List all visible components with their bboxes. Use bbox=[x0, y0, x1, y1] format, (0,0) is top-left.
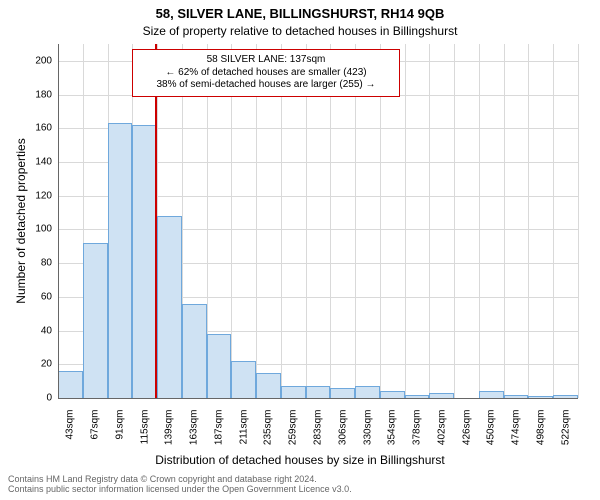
y-axis bbox=[58, 44, 59, 398]
histogram-bar bbox=[207, 334, 232, 398]
gridline-v bbox=[578, 44, 579, 398]
footer-line-2: Contains public sector information licen… bbox=[8, 484, 352, 494]
y-tick-label: 180 bbox=[22, 89, 52, 100]
gridline-v bbox=[330, 44, 331, 398]
y-tick-label: 100 bbox=[22, 224, 52, 235]
x-tick-label: 378sqm bbox=[412, 410, 423, 458]
histogram-bar bbox=[330, 388, 355, 398]
x-tick-label: 43sqm bbox=[65, 410, 76, 458]
histogram-bar bbox=[231, 361, 256, 398]
histogram-bar bbox=[157, 216, 182, 398]
y-tick-label: 200 bbox=[22, 55, 52, 66]
footer-line-1: Contains HM Land Registry data © Crown c… bbox=[8, 474, 352, 484]
x-axis bbox=[58, 398, 578, 399]
footer-attribution: Contains HM Land Registry data © Crown c… bbox=[8, 474, 352, 494]
y-tick-label: 160 bbox=[22, 123, 52, 134]
property-marker-line bbox=[155, 44, 157, 398]
y-tick-label: 120 bbox=[22, 190, 52, 201]
x-tick-label: 522sqm bbox=[560, 410, 571, 458]
y-tick-label: 40 bbox=[22, 325, 52, 336]
x-tick-label: 426sqm bbox=[461, 410, 472, 458]
x-tick-label: 163sqm bbox=[189, 410, 200, 458]
y-tick-label: 0 bbox=[22, 393, 52, 404]
y-tick-label: 20 bbox=[22, 359, 52, 370]
x-tick-label: 115sqm bbox=[139, 410, 150, 458]
x-tick-label: 450sqm bbox=[486, 410, 497, 458]
histogram-bar bbox=[380, 391, 405, 398]
property-callout: 58 SILVER LANE: 137sqm← 62% of detached … bbox=[132, 49, 400, 97]
gridline-v bbox=[355, 44, 356, 398]
gridline-v bbox=[306, 44, 307, 398]
gridline-v bbox=[405, 44, 406, 398]
chart-title: 58, SILVER LANE, BILLINGSHURST, RH14 9QB bbox=[0, 6, 600, 21]
histogram-bar bbox=[108, 123, 133, 398]
x-tick-label: 498sqm bbox=[535, 410, 546, 458]
y-tick-label: 140 bbox=[22, 157, 52, 168]
gridline-v bbox=[429, 44, 430, 398]
x-tick-label: 402sqm bbox=[436, 410, 447, 458]
x-tick-label: 187sqm bbox=[213, 410, 224, 458]
gridline-v bbox=[380, 44, 381, 398]
x-tick-label: 330sqm bbox=[362, 410, 373, 458]
histogram-bar bbox=[83, 243, 108, 398]
x-tick-label: 235sqm bbox=[263, 410, 274, 458]
chart-subtitle: Size of property relative to detached ho… bbox=[0, 24, 600, 38]
y-tick-label: 80 bbox=[22, 258, 52, 269]
plot-area: 02040608010012014016018020043sqm67sqm91s… bbox=[58, 44, 578, 398]
gridline-v bbox=[528, 44, 529, 398]
callout-line: ← 62% of detached houses are smaller (42… bbox=[137, 67, 395, 80]
gridline-v bbox=[553, 44, 554, 398]
histogram-bar bbox=[182, 304, 207, 398]
x-tick-label: 211sqm bbox=[238, 410, 249, 458]
gridline-v bbox=[231, 44, 232, 398]
chart-container: { "title": { "text": "58, SILVER LANE, B… bbox=[0, 0, 600, 500]
histogram-bar bbox=[132, 125, 157, 398]
gridline-v bbox=[281, 44, 282, 398]
histogram-bar bbox=[479, 391, 504, 398]
histogram-bar bbox=[256, 373, 281, 398]
x-tick-label: 67sqm bbox=[90, 410, 101, 458]
callout-line: 38% of semi-detached houses are larger (… bbox=[137, 79, 395, 92]
x-tick-label: 283sqm bbox=[313, 410, 324, 458]
gridline-v bbox=[454, 44, 455, 398]
gridline-v bbox=[504, 44, 505, 398]
histogram-bar bbox=[306, 386, 331, 398]
histogram-bar bbox=[281, 386, 306, 398]
x-tick-label: 139sqm bbox=[164, 410, 175, 458]
x-tick-label: 354sqm bbox=[387, 410, 398, 458]
x-tick-label: 259sqm bbox=[288, 410, 299, 458]
histogram-bar bbox=[58, 371, 83, 398]
callout-line: 58 SILVER LANE: 137sqm bbox=[137, 54, 395, 67]
y-tick-label: 60 bbox=[22, 291, 52, 302]
x-tick-label: 306sqm bbox=[337, 410, 348, 458]
gridline-v bbox=[256, 44, 257, 398]
gridline-v bbox=[479, 44, 480, 398]
histogram-bar bbox=[355, 386, 380, 398]
x-tick-label: 91sqm bbox=[114, 410, 125, 458]
x-tick-label: 474sqm bbox=[511, 410, 522, 458]
